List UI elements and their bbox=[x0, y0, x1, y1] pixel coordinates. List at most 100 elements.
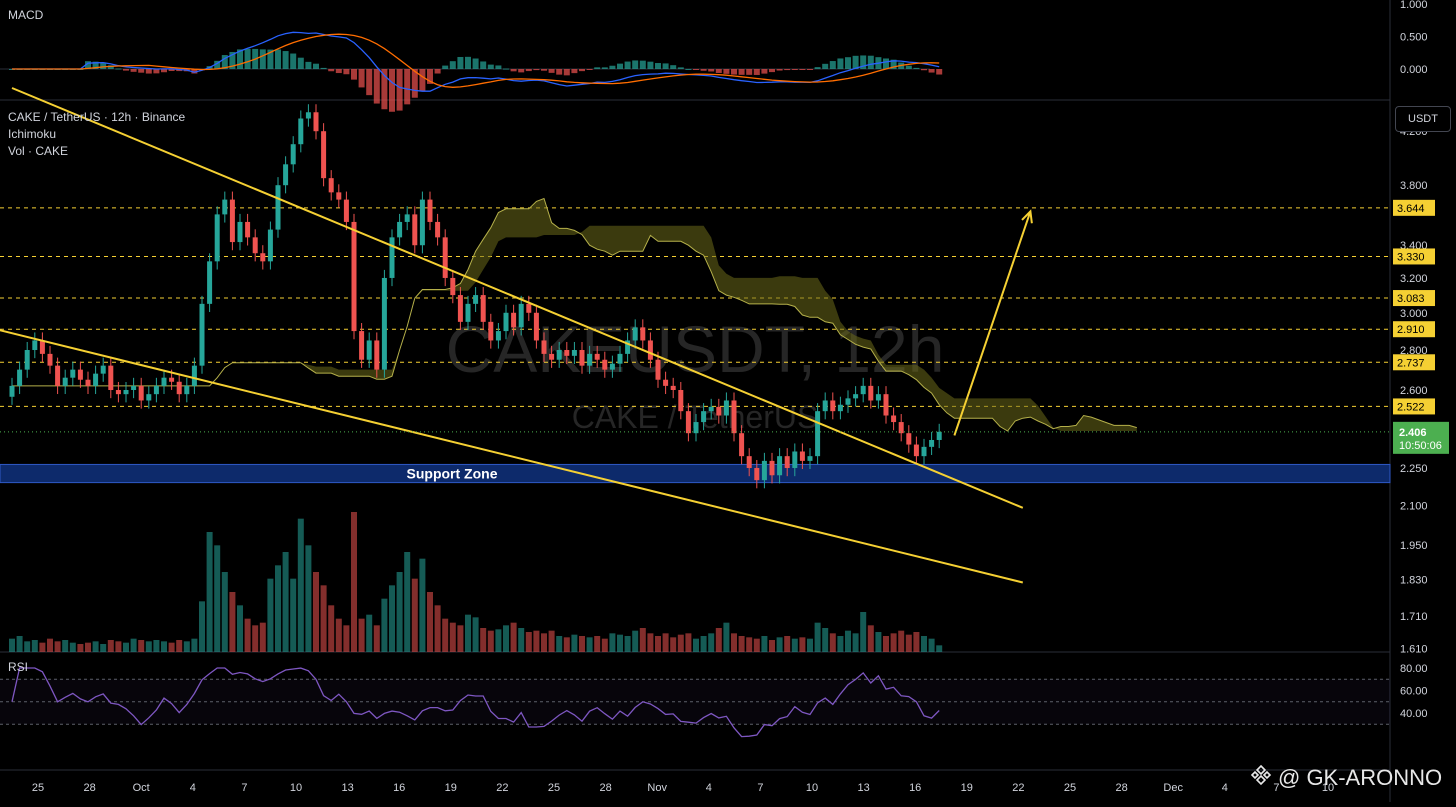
time-tick-label: 28 bbox=[83, 782, 95, 794]
volume-bar bbox=[206, 532, 213, 652]
candle-body bbox=[784, 456, 790, 469]
macd-histogram-bar bbox=[731, 69, 737, 75]
volume-bar bbox=[852, 633, 859, 652]
volume-bar bbox=[396, 572, 403, 652]
author-handle: @ GK-ARONNO bbox=[1278, 765, 1443, 790]
volume-bar bbox=[373, 625, 380, 652]
level-price-label: 3.330 bbox=[1397, 251, 1425, 263]
candle-body bbox=[906, 433, 912, 445]
volume-bar bbox=[670, 637, 677, 652]
macd-histogram-bar bbox=[594, 67, 601, 69]
time-tick-label: 16 bbox=[909, 782, 921, 794]
macd-histogram-bar bbox=[449, 61, 456, 69]
macd-histogram-bar bbox=[822, 63, 829, 69]
candle-body bbox=[412, 214, 418, 246]
candle-body bbox=[845, 398, 851, 405]
macd-histogram-bar bbox=[829, 61, 836, 69]
level-price-label: 3.644 bbox=[1397, 203, 1425, 215]
ichimoku-cloud bbox=[12, 198, 1137, 431]
macd-histogram-bar bbox=[290, 53, 297, 69]
macd-histogram-bar bbox=[860, 55, 867, 69]
volume-bar bbox=[822, 628, 829, 652]
candle-body bbox=[290, 144, 296, 165]
macd-histogram-bar bbox=[472, 58, 479, 69]
macd-histogram-bar bbox=[168, 69, 175, 72]
candle-body bbox=[898, 422, 904, 434]
candle-body bbox=[701, 411, 707, 423]
candle-body bbox=[55, 365, 61, 386]
macd-histogram-bar bbox=[776, 69, 783, 71]
macd-histogram-bar bbox=[883, 58, 889, 69]
volume-bar bbox=[69, 642, 76, 652]
volume-bar bbox=[389, 585, 395, 652]
candle-body bbox=[389, 237, 395, 278]
candle-body bbox=[579, 350, 585, 366]
macd-histogram-bar bbox=[237, 49, 243, 69]
volume-bar bbox=[731, 633, 737, 652]
candle-body bbox=[229, 199, 235, 243]
candle-body bbox=[457, 295, 463, 322]
macd-histogram-bar bbox=[541, 69, 547, 71]
macd-histogram-bar bbox=[138, 69, 145, 73]
candle-body bbox=[267, 229, 273, 262]
candle-body bbox=[731, 400, 737, 434]
candle-body bbox=[115, 389, 121, 395]
macd-histogram-bar bbox=[282, 51, 289, 69]
macd-histogram-bar bbox=[617, 63, 623, 69]
macd-histogram-bar bbox=[427, 69, 433, 84]
candle-body bbox=[442, 237, 448, 278]
candle-body bbox=[875, 394, 881, 401]
time-tick-label: Dec bbox=[1163, 782, 1183, 794]
volume-bar bbox=[875, 632, 882, 652]
price-tick-label: 3.800 bbox=[1400, 180, 1428, 192]
volume-bar bbox=[138, 640, 145, 652]
macd-histogram-bar bbox=[761, 69, 768, 74]
candle-body bbox=[632, 327, 638, 341]
macd-histogram-bar bbox=[161, 69, 167, 73]
volume-bar bbox=[168, 642, 175, 652]
macd-histogram-bar bbox=[708, 69, 715, 72]
candle-body bbox=[739, 433, 745, 457]
macd-histogram-bar bbox=[533, 69, 540, 71]
candle-body bbox=[176, 381, 182, 395]
volume-bar bbox=[343, 625, 350, 652]
macd-histogram-bar bbox=[411, 69, 418, 98]
macd-histogram-bar bbox=[381, 69, 388, 110]
volume-bar bbox=[753, 638, 760, 652]
volume-bar bbox=[282, 552, 289, 652]
volume-bar bbox=[85, 642, 91, 652]
currency-button[interactable]: USDT bbox=[1395, 106, 1451, 132]
rsi-tick-label: 40.00 bbox=[1400, 708, 1428, 720]
volume-bar bbox=[434, 605, 441, 652]
price-tick-label: 1.950 bbox=[1400, 540, 1428, 552]
level-price-label: 2.522 bbox=[1397, 401, 1425, 413]
macd-histogram-bar bbox=[586, 69, 593, 70]
volume-bar bbox=[571, 634, 578, 652]
price-tick-label: 2.250 bbox=[1400, 463, 1428, 475]
macd-histogram-bar bbox=[221, 55, 228, 69]
price-tick-label: 3.000 bbox=[1400, 308, 1428, 320]
macd-histogram-bar bbox=[107, 65, 114, 69]
price-tick-label: 2.600 bbox=[1400, 385, 1428, 397]
volume-bar bbox=[807, 638, 813, 652]
candle-body bbox=[602, 359, 608, 370]
candle-body bbox=[549, 353, 555, 360]
volume-bar bbox=[905, 634, 912, 652]
candle-body bbox=[594, 353, 600, 360]
macd-histogram-bar bbox=[518, 69, 525, 73]
macd-histogram-bar bbox=[335, 69, 342, 74]
candle-body bbox=[830, 400, 836, 412]
volume-bar bbox=[632, 630, 639, 652]
macd-histogram-bar bbox=[389, 69, 395, 112]
volume-bar bbox=[655, 636, 661, 652]
volume-bar bbox=[662, 633, 669, 652]
volume-bar bbox=[913, 632, 920, 652]
macd-histogram-bar bbox=[457, 56, 464, 69]
macd-histogram-bar bbox=[852, 55, 859, 69]
candle-body bbox=[480, 295, 486, 322]
candle-body bbox=[693, 422, 699, 434]
volume-label: Vol · CAKE bbox=[8, 144, 69, 158]
macd-line bbox=[12, 31, 940, 92]
